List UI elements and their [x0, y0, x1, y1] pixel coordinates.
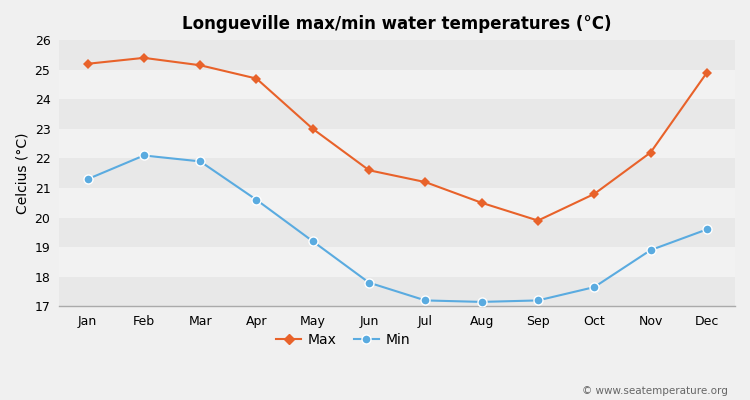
Min: [364, 280, 374, 285]
Max: [533, 218, 542, 223]
Bar: [59, 247, 735, 277]
Y-axis label: Celcius (°C): Celcius (°C): [15, 132, 29, 214]
Max: [702, 70, 711, 75]
Min: [196, 159, 205, 164]
Max: [421, 180, 430, 184]
Min: [702, 227, 711, 232]
Bar: [59, 70, 735, 99]
Text: © www.seatemperature.org: © www.seatemperature.org: [582, 386, 728, 396]
Min: [83, 177, 92, 182]
Max: [83, 61, 92, 66]
Bar: [59, 40, 735, 70]
Min: [252, 198, 261, 202]
Min: [533, 298, 542, 303]
Max: [646, 150, 655, 155]
Min: [477, 300, 486, 304]
Max: [196, 63, 205, 68]
Max: [252, 76, 261, 81]
Line: Max: Max: [84, 54, 711, 224]
Bar: [59, 277, 735, 306]
Bar: [59, 158, 735, 188]
Min: [140, 153, 148, 158]
Min: [646, 248, 655, 252]
Min: [421, 298, 430, 303]
Max: [477, 200, 486, 205]
Bar: [59, 129, 735, 158]
Bar: [59, 188, 735, 218]
Min: [590, 285, 598, 290]
Max: [364, 168, 374, 173]
Title: Longueville max/min water temperatures (°C): Longueville max/min water temperatures (…: [182, 15, 612, 33]
Line: Min: Min: [83, 151, 711, 306]
Bar: [59, 99, 735, 129]
Max: [590, 192, 598, 196]
Min: [308, 239, 317, 244]
Legend: Max, Min: Max, Min: [271, 328, 416, 353]
Max: [308, 126, 317, 131]
Max: [140, 56, 148, 60]
Bar: [59, 218, 735, 247]
